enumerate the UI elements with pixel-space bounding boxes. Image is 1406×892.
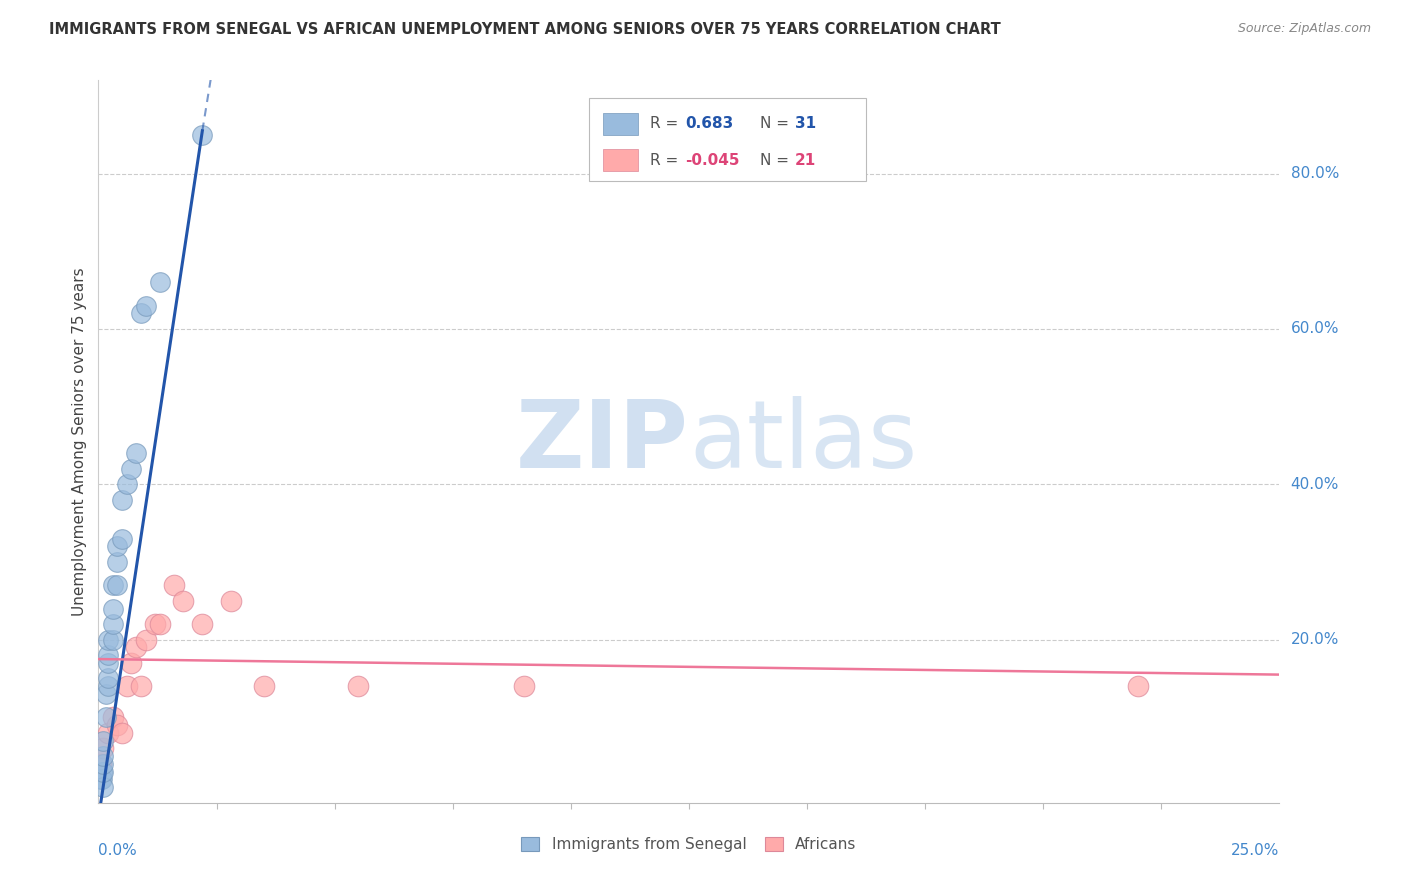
Point bbox=[97, 648, 120, 663]
Point bbox=[135, 299, 157, 313]
Text: ZIP: ZIP bbox=[516, 395, 689, 488]
Point bbox=[91, 756, 114, 771]
Point bbox=[97, 679, 120, 693]
Point bbox=[105, 718, 128, 732]
Text: 40.0%: 40.0% bbox=[1291, 476, 1339, 491]
Point bbox=[91, 772, 114, 787]
Point bbox=[101, 601, 124, 615]
Point bbox=[97, 672, 120, 686]
Point bbox=[129, 679, 152, 693]
Point bbox=[1126, 679, 1149, 693]
Text: 0.683: 0.683 bbox=[685, 116, 734, 131]
Point bbox=[111, 492, 134, 507]
Point bbox=[149, 275, 172, 289]
Point bbox=[97, 632, 120, 647]
Point bbox=[347, 679, 370, 693]
Point bbox=[143, 617, 166, 632]
Text: 0.0%: 0.0% bbox=[98, 843, 138, 857]
Point bbox=[253, 679, 276, 693]
Point bbox=[121, 461, 143, 475]
Point bbox=[115, 477, 138, 491]
Point bbox=[172, 594, 194, 608]
FancyBboxPatch shape bbox=[603, 150, 638, 171]
Text: -0.045: -0.045 bbox=[685, 153, 740, 168]
Point bbox=[101, 617, 124, 632]
Point bbox=[111, 532, 134, 546]
Text: 80.0%: 80.0% bbox=[1291, 166, 1339, 181]
Text: atlas: atlas bbox=[689, 395, 917, 488]
Point bbox=[91, 764, 114, 779]
Text: R =: R = bbox=[650, 153, 683, 168]
Point bbox=[129, 306, 152, 320]
Point bbox=[105, 540, 128, 554]
Text: Source: ZipAtlas.com: Source: ZipAtlas.com bbox=[1237, 22, 1371, 36]
Text: 21: 21 bbox=[796, 153, 817, 168]
FancyBboxPatch shape bbox=[603, 113, 638, 135]
FancyBboxPatch shape bbox=[589, 98, 866, 181]
Point bbox=[97, 656, 120, 670]
Text: 60.0%: 60.0% bbox=[1291, 321, 1339, 336]
Text: IMMIGRANTS FROM SENEGAL VS AFRICAN UNEMPLOYMENT AMONG SENIORS OVER 75 YEARS CORR: IMMIGRANTS FROM SENEGAL VS AFRICAN UNEMP… bbox=[49, 22, 1001, 37]
Point bbox=[101, 578, 124, 592]
Point bbox=[90, 764, 112, 779]
Point bbox=[90, 756, 112, 771]
Point bbox=[125, 446, 148, 460]
Point bbox=[111, 726, 134, 740]
Point bbox=[91, 733, 114, 747]
Point bbox=[191, 128, 214, 142]
Point bbox=[135, 632, 157, 647]
Point bbox=[105, 578, 128, 592]
Point bbox=[125, 640, 148, 655]
Point bbox=[191, 617, 214, 632]
Point bbox=[512, 679, 534, 693]
Text: N =: N = bbox=[759, 116, 793, 131]
Point bbox=[149, 617, 172, 632]
Text: 31: 31 bbox=[796, 116, 817, 131]
Point bbox=[115, 679, 138, 693]
Point bbox=[91, 741, 114, 756]
Text: N =: N = bbox=[759, 153, 793, 168]
Point bbox=[101, 632, 124, 647]
Text: 20.0%: 20.0% bbox=[1291, 632, 1339, 648]
Point bbox=[90, 772, 112, 787]
Point bbox=[163, 578, 186, 592]
Point bbox=[101, 710, 124, 724]
Point bbox=[97, 726, 120, 740]
Point bbox=[91, 749, 114, 764]
Legend: Immigrants from Senegal, Africans: Immigrants from Senegal, Africans bbox=[516, 832, 862, 856]
Y-axis label: Unemployment Among Seniors over 75 years: Unemployment Among Seniors over 75 years bbox=[72, 268, 87, 615]
Point bbox=[94, 687, 117, 701]
Point bbox=[121, 656, 143, 670]
Point bbox=[91, 780, 114, 795]
Text: R =: R = bbox=[650, 116, 683, 131]
Point bbox=[94, 710, 117, 724]
Text: 25.0%: 25.0% bbox=[1232, 843, 1279, 857]
Point bbox=[219, 594, 242, 608]
Point bbox=[105, 555, 128, 569]
